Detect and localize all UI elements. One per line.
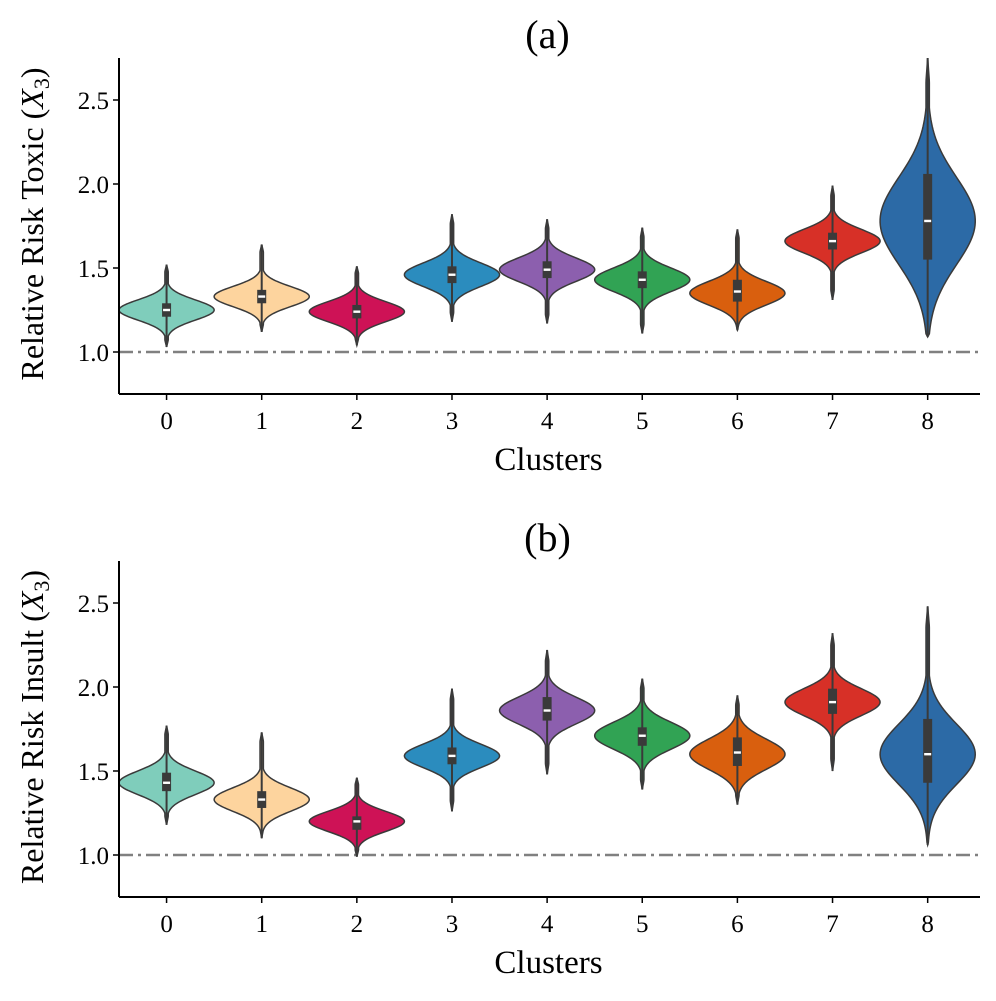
violin-cluster-3 <box>403 688 501 812</box>
violin-cluster-4 <box>498 649 596 775</box>
x-tick-label: 7 <box>826 911 839 938</box>
x-tick-label: 1 <box>255 408 268 435</box>
y-tick-label: 2.0 <box>78 675 109 702</box>
y-axis-label: Relative Risk Insult (X3) <box>14 570 54 884</box>
y-tick-label: 2.5 <box>78 591 109 618</box>
violin-cluster-8 <box>879 606 976 848</box>
violin-cluster-0 <box>118 725 215 825</box>
y-axis-label-paren: ( <box>14 109 50 128</box>
y-axis-label-var: X <box>14 88 50 111</box>
x-tick-label: 6 <box>731 408 744 435</box>
violin-iqr-box-4 <box>542 697 552 721</box>
y-axis-label: Relative Risk Toxic (X3) <box>14 68 54 381</box>
x-axis-label: Clusters <box>494 945 602 981</box>
chart-title: (a) <box>525 12 569 57</box>
violin-median-4 <box>543 709 551 712</box>
x-tick-label: 5 <box>636 408 649 435</box>
y-axis-label-close: ) <box>14 68 50 79</box>
violin-median-5 <box>638 278 646 281</box>
x-tick-label: 0 <box>160 408 173 435</box>
violin-cluster-6 <box>689 229 786 333</box>
chart-title: (b) <box>524 515 571 560</box>
x-tick-label: 4 <box>541 911 554 938</box>
violin-median-0 <box>163 308 171 312</box>
violin-median-8 <box>924 753 932 756</box>
x-tick-label: 2 <box>351 911 364 938</box>
violin-median-6 <box>733 751 741 754</box>
violin-iqr-box-8 <box>923 718 933 783</box>
violin-median-1 <box>258 295 266 298</box>
y-axis-label-close: ) <box>14 570 50 581</box>
y-tick-label: 1.0 <box>78 843 109 870</box>
x-tick-label: 3 <box>446 911 459 938</box>
panel-b: (b)Relative Risk Insult (X3)1.01.52.02.5… <box>14 515 980 981</box>
x-tick-label: 0 <box>160 911 173 938</box>
violin-iqr-box-2 <box>352 816 362 830</box>
violin-cluster-2 <box>308 777 406 857</box>
violin-cluster-7 <box>784 185 881 301</box>
violin-cluster-7 <box>784 633 881 772</box>
x-tick-label: 3 <box>446 408 459 435</box>
y-tick-label: 1.5 <box>78 256 109 283</box>
y-tick-label: 2.5 <box>78 88 109 115</box>
y-axis-label-var: X <box>14 590 50 613</box>
violin-cluster-1 <box>213 244 311 333</box>
violin-median-2 <box>353 820 361 823</box>
violin-median-7 <box>829 239 837 243</box>
violin-median-3 <box>448 754 456 758</box>
violin-median-6 <box>733 290 741 293</box>
panel-a: (a)Relative Risk Toxic (X3)1.01.52.02.50… <box>14 12 980 478</box>
violin-cluster-2 <box>308 266 406 349</box>
violin-cluster-8 <box>879 57 976 339</box>
violin-iqr-box-8 <box>923 173 933 260</box>
x-tick-label: 7 <box>826 408 839 435</box>
y-axis-label-paren: ( <box>14 611 50 630</box>
violin-cluster-4 <box>498 219 596 324</box>
violin-cluster-5 <box>593 227 691 334</box>
violin-median-7 <box>829 700 837 704</box>
x-tick-label: 2 <box>351 408 364 435</box>
violin-median-3 <box>448 273 456 276</box>
violin-median-1 <box>258 798 266 801</box>
violin-median-5 <box>638 734 646 737</box>
y-tick-label: 1.0 <box>78 340 109 367</box>
x-tick-label: 8 <box>921 408 934 435</box>
violin-median-4 <box>543 268 551 271</box>
x-axis-label: Clusters <box>494 442 602 478</box>
x-tick-label: 1 <box>255 911 268 938</box>
violin-median-8 <box>924 219 932 223</box>
y-tick-label: 1.5 <box>78 759 109 786</box>
violin-cluster-5 <box>593 678 691 790</box>
violin-cluster-6 <box>689 695 786 805</box>
y-tick-label: 2.0 <box>78 172 109 199</box>
violin-cluster-1 <box>213 732 311 839</box>
violin-cluster-3 <box>403 214 501 322</box>
violin-cluster-0 <box>118 264 215 348</box>
violin-median-0 <box>163 781 171 784</box>
y-axis-label-sub: 3 <box>29 78 54 89</box>
violin-median-2 <box>353 310 361 313</box>
x-tick-label: 5 <box>636 911 649 938</box>
y-axis-label-sub: 3 <box>29 581 54 592</box>
x-tick-label: 6 <box>731 911 744 938</box>
x-tick-label: 8 <box>921 911 934 938</box>
y-axis-label-text: Relative Risk Insult <box>14 630 50 884</box>
y-axis-label-text: Relative Risk Toxic <box>14 127 50 380</box>
x-tick-label: 4 <box>541 408 554 435</box>
